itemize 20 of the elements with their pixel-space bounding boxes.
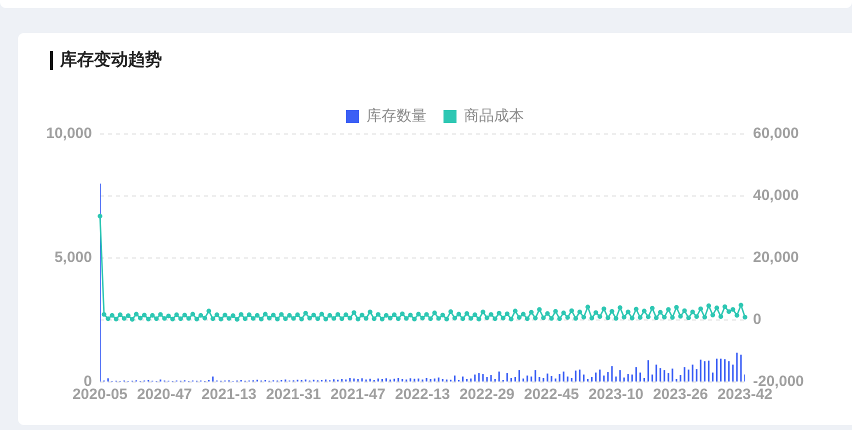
x-tick-label: 2023-42 (717, 386, 773, 404)
x-tick-label: 2020-05 (72, 386, 128, 404)
x-tick-label: 2020-47 (136, 386, 192, 404)
y2-tick-label: 0 (753, 311, 762, 328)
chart-title: 库存变动趋势 (60, 50, 162, 70)
y2-tick-label: 60,000 (753, 125, 799, 142)
x-tick-label: 2021-47 (330, 386, 386, 404)
y-tick-label: 5,000 (54, 249, 92, 266)
y-tick-label: 10,000 (46, 125, 92, 142)
x-tick-label: 2023-10 (588, 386, 644, 404)
x-tick-label: 2022-13 (394, 386, 450, 404)
x-tick-label: 2023-26 (652, 386, 708, 404)
x-tick-label: 2022-45 (524, 386, 580, 404)
legend-label: 商品成本 (464, 108, 524, 125)
y2-tick-label: 20,000 (753, 249, 799, 266)
y2-tick-label: 40,000 (753, 187, 799, 204)
legend-label: 库存数量 (366, 108, 426, 125)
x-tick-label: 2021-13 (201, 386, 257, 404)
x-tick-label: 2021-31 (266, 386, 322, 404)
x-tick-label: 2022-29 (459, 386, 515, 404)
